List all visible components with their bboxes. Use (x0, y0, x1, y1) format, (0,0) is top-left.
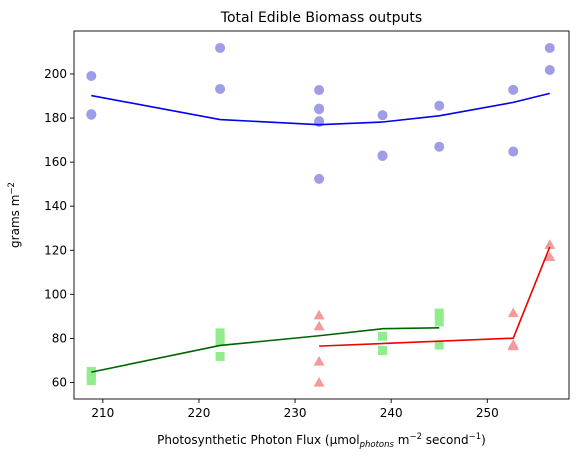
scatter-point (544, 239, 556, 249)
x-tick-label: 250 (476, 406, 499, 420)
y-tick-label: 120 (44, 243, 67, 257)
x-axis-label: Photosynthetic Photon Flux (μmolphotons … (157, 432, 486, 450)
x-tick-label: 240 (380, 406, 403, 420)
x-tick-label: 230 (284, 406, 307, 420)
scatter-point (215, 83, 226, 94)
x-tick-label: 220 (187, 406, 210, 420)
series-line (319, 246, 551, 347)
y-tick-label: 100 (44, 287, 67, 301)
scatter-point (378, 331, 388, 341)
scatter-point (314, 104, 325, 115)
scatter-point (434, 308, 444, 318)
scatter-point (434, 340, 444, 350)
y-tick-label: 160 (44, 155, 67, 169)
y-tick-label: 200 (44, 67, 67, 81)
scatter-point (434, 141, 445, 152)
series-line (91, 327, 440, 373)
y-tick-label: 60 (52, 375, 67, 389)
axes: 210 220 230 240 250 60 80 100 120 140 160 180 200 (44, 30, 570, 420)
scatter-point (314, 173, 325, 184)
scatter-point (377, 110, 388, 121)
y-axis-label: grams m−2 (7, 182, 22, 248)
scatter-point (378, 346, 388, 356)
scatter-point (86, 109, 97, 120)
scatter-point (313, 376, 325, 387)
y-tick-label: 80 (52, 331, 67, 345)
axes-frame (73, 30, 570, 400)
scatter-point (434, 100, 445, 111)
scatter-point (86, 376, 96, 386)
scatter-point (544, 65, 555, 76)
scatter-point (314, 117, 325, 128)
scatter-point (544, 42, 555, 53)
y-tick-label: 180 (44, 111, 67, 125)
x-tick-label: 210 (91, 406, 114, 420)
scatter-point (215, 336, 225, 346)
scatter-point (314, 85, 325, 96)
scatter-point (507, 307, 519, 318)
scatter-point (313, 320, 325, 331)
scatter-point (215, 42, 226, 53)
scatter-point (434, 317, 444, 327)
plot-area (86, 42, 556, 387)
series-line (91, 92, 550, 126)
scatter-point (508, 146, 519, 157)
scatter-point (313, 356, 325, 366)
y-tick-label: 140 (44, 199, 67, 213)
scatter-point (544, 251, 556, 261)
scatter-point (215, 351, 225, 361)
scatter-point (507, 340, 519, 351)
scatter-point (377, 150, 388, 161)
chart-title: Total Edible Biomass outputs (220, 10, 422, 26)
scatter-point (313, 309, 325, 320)
scatter-point (508, 84, 519, 95)
scatter-point (86, 70, 97, 81)
